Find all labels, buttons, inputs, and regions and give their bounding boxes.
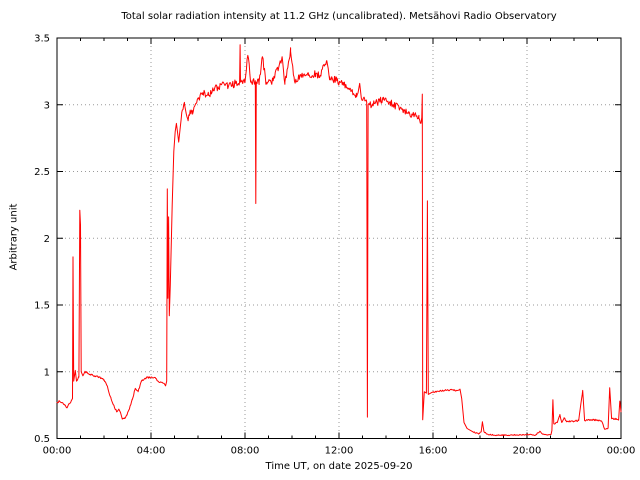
y-tick-label: 3 <box>44 100 50 111</box>
y-tick-label: 3.5 <box>34 34 50 45</box>
y-tick-label: 1 <box>44 367 50 378</box>
x-tick-label: 04:00 <box>137 446 166 457</box>
chart-title: Total solar radiation intensity at 11.2 … <box>121 11 557 22</box>
x-axis-title: Time UT, on date 2025-09-20 <box>265 461 413 472</box>
x-tick-label: 00:00 <box>43 446 72 457</box>
x-tick-label: 00:00 <box>607 446 636 457</box>
series-line <box>56 44 622 437</box>
y-tick-label: 1.5 <box>34 301 50 312</box>
y-tick-label: 0.5 <box>34 434 50 445</box>
y-tick-label: 2 <box>44 234 50 245</box>
x-tick-label: 08:00 <box>231 446 260 457</box>
x-tick-label: 16:00 <box>419 446 448 457</box>
y-tick-label: 2.5 <box>34 167 50 178</box>
x-tick-label: 20:00 <box>513 446 542 457</box>
x-tick-label: 12:00 <box>325 446 354 457</box>
